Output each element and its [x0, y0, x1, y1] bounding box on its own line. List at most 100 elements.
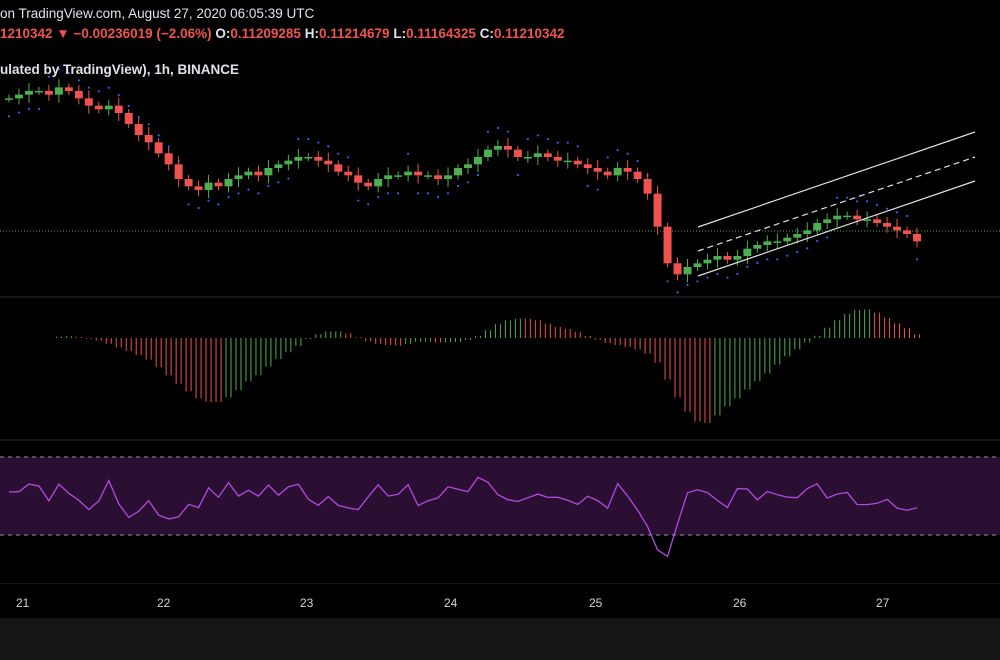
time-tick-label: 24	[444, 596, 458, 610]
time-axis[interactable]	[0, 584, 1000, 618]
sar-dot	[87, 86, 90, 89]
sar-dot	[127, 104, 130, 108]
candle-body	[613, 168, 622, 176]
sar-dot	[247, 188, 250, 191]
candle-body	[294, 157, 303, 161]
candle-body	[643, 179, 652, 194]
sar-dot	[47, 75, 51, 78]
candle-body	[164, 153, 173, 165]
sar-dot	[7, 115, 11, 118]
candle-body	[404, 171, 413, 176]
sar-dot	[97, 90, 100, 93]
sar-dot	[27, 107, 31, 111]
candle-body	[44, 91, 53, 95]
channel-lower-line	[697, 180, 976, 277]
rsi-line	[8, 476, 918, 558]
sar-dot	[915, 258, 919, 261]
sar-dot	[217, 203, 220, 206]
time-tick-label: 23	[300, 596, 314, 610]
candle-body	[473, 157, 482, 165]
candle-body	[464, 164, 472, 168]
sar-dot	[277, 181, 280, 184]
sar-dot	[157, 134, 160, 137]
candle-body	[893, 226, 902, 231]
candle-body	[354, 175, 363, 183]
candle-body	[723, 256, 732, 260]
sar-dot	[257, 192, 260, 195]
candle-body	[34, 91, 43, 93]
sar-dot	[347, 156, 350, 159]
sar-dot	[666, 280, 669, 283]
sar-dot	[836, 196, 839, 199]
sar-dot	[317, 141, 320, 144]
candle-body	[14, 94, 23, 99]
sar-dot	[905, 214, 909, 218]
sar-dot	[796, 250, 799, 254]
sar-dot	[476, 173, 480, 177]
sar-dot	[606, 156, 609, 159]
candle-body	[653, 193, 662, 227]
candle-body	[204, 182, 213, 190]
sar-dot	[626, 152, 629, 155]
candle-body	[863, 219, 872, 221]
candle-body	[384, 175, 393, 179]
candle-body	[434, 175, 443, 179]
candle-body	[913, 234, 921, 242]
candle-body	[533, 153, 542, 157]
sar-dot	[367, 203, 370, 206]
candle-body	[763, 241, 772, 245]
parallel-channel	[697, 131, 976, 277]
sar-dot	[516, 173, 519, 177]
candle-body	[214, 182, 223, 187]
high-value: 0.11214679	[318, 26, 390, 41]
candle-body	[274, 164, 283, 168]
candle-body	[773, 241, 782, 243]
sar-dot	[147, 123, 150, 126]
bottom-toolbar	[0, 618, 1000, 660]
candle-body	[743, 248, 752, 256]
sar-dot	[307, 137, 310, 141]
sar-dot	[816, 239, 819, 243]
sar-dot	[875, 203, 879, 207]
sar-dot	[756, 261, 759, 265]
candle-body	[693, 263, 702, 267]
header-source-text: on TradingView.com, August 27, 2020 06:0…	[0, 6, 315, 21]
sar-dot	[237, 192, 240, 195]
candle-body	[803, 230, 812, 234]
candle-body	[833, 215, 842, 220]
sar-dot	[456, 184, 460, 188]
candle-body	[523, 157, 532, 159]
sar-dot	[446, 192, 450, 195]
sar-dot	[636, 159, 639, 163]
time-tick-label: 27	[876, 596, 890, 610]
candle-body	[124, 113, 133, 124]
sar-dot	[337, 152, 340, 155]
candle-body	[224, 179, 233, 187]
candle-body	[374, 179, 383, 187]
sar-dot	[726, 276, 729, 279]
sar-dot	[486, 130, 490, 133]
candle-body	[284, 160, 293, 165]
candle-body	[364, 182, 373, 187]
candle-body	[843, 215, 852, 218]
sar-dot	[696, 280, 699, 283]
candle-body	[84, 98, 93, 106]
sar-dot	[806, 247, 809, 250]
price-change: −0.00236019 (−2.06%)	[73, 26, 212, 41]
sar-dot	[466, 181, 470, 184]
sar-dot	[766, 258, 769, 261]
open-label: O:	[215, 26, 231, 41]
high-label: H:	[304, 26, 319, 41]
sar-dot	[357, 199, 360, 202]
sar-dot	[416, 192, 420, 195]
candle-body	[304, 157, 313, 159]
sar-dot	[776, 258, 779, 261]
candle-body	[104, 105, 113, 110]
candle-body	[264, 168, 273, 176]
candle-body	[5, 98, 13, 100]
header-source-line: on TradingView.com, August 27, 2020 06:0…	[0, 6, 1000, 21]
time-tick-label: 25	[589, 596, 603, 610]
candle-body	[454, 168, 462, 176]
candle-body	[573, 160, 582, 165]
